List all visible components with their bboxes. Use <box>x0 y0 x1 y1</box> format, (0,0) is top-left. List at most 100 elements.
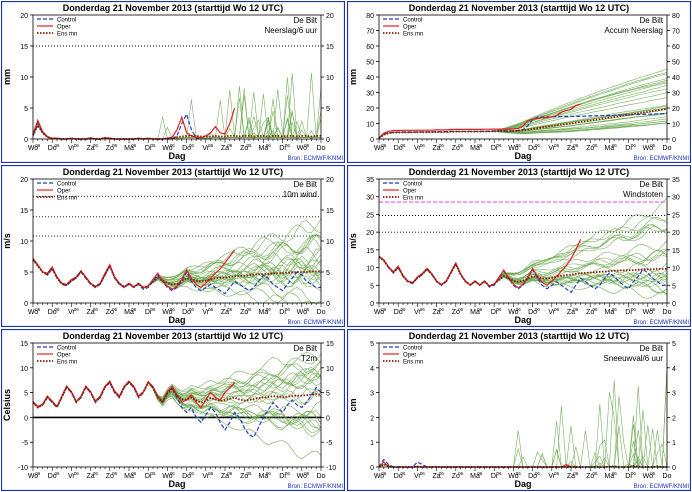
y-tick-label: 15 <box>366 248 374 255</box>
x-day-label: Wo <box>28 309 38 316</box>
x-hour-label: 06 <box>650 471 656 476</box>
x-hour-label: 06 <box>227 307 233 312</box>
y-tick-label: 10 <box>20 75 28 82</box>
station-name: De Bilt <box>293 16 317 25</box>
x-day-label: Ma <box>124 473 134 480</box>
x-day-label: Di <box>145 309 152 316</box>
x-day-label: Do <box>394 309 403 316</box>
y-tick-label: 20 <box>672 106 680 113</box>
y-tick-label: 5 <box>326 106 330 113</box>
x-day-label: Za <box>87 473 95 480</box>
x-hour-label: 06 <box>650 143 656 148</box>
x-day-label: Zo <box>586 309 594 316</box>
x-day-label: Zo <box>106 145 114 152</box>
x-day-label: Do <box>317 473 326 480</box>
x-hour-label: 06 <box>573 471 579 476</box>
oper-series-line <box>378 103 581 139</box>
y-tick-label: 0 <box>326 415 330 422</box>
x-day-label: Zo <box>240 473 248 480</box>
x-day-label: Za <box>567 145 575 152</box>
y-tick-label: -10 <box>18 465 28 472</box>
y-tick-label: 10 <box>20 366 28 373</box>
y-tick-label: 60 <box>672 44 680 51</box>
y-tick-label: 0 <box>370 137 374 144</box>
x-hour-label: 06 <box>592 143 598 148</box>
legend-label: Oper <box>57 189 70 195</box>
x-hour-label: 06 <box>592 471 598 476</box>
chart-svg: Donderdag 21 November 2013 (starttijd Wo… <box>347 329 691 491</box>
source-credit: Bron: ECMWF/KNMI <box>288 156 344 162</box>
y-tick-label: 20 <box>326 177 334 184</box>
y-tick-label: 20 <box>672 230 680 237</box>
legend-label: Ens mn <box>403 196 423 202</box>
y-tick-label: 10 <box>366 122 374 129</box>
ens-mean-series-line <box>32 380 322 409</box>
chart-svg: Donderdag 21 November 2013 (starttijd Wo… <box>1 165 345 327</box>
x-day-label: Vr <box>68 145 75 152</box>
x-hour-label: 06 <box>285 307 291 312</box>
y-tick-label: 70 <box>672 29 680 36</box>
x-day-label: Za <box>433 473 441 480</box>
x-hour-label: 06 <box>112 307 118 312</box>
x-day-label: Ma <box>259 473 269 480</box>
y-tick-label: 3 <box>370 391 374 398</box>
x-hour-label: 06 <box>516 471 522 476</box>
x-hour-label: 06 <box>612 307 618 312</box>
y-tick-label: 5 <box>24 391 28 398</box>
x-day-label: Do <box>182 309 191 316</box>
y-tick-label: 10 <box>366 266 374 273</box>
variable-name: Neerslag/6 uur <box>265 26 318 35</box>
x-day-label: Wo <box>643 473 653 480</box>
chart-title: Donderdag 21 November 2013 (starttijd Wo… <box>409 3 629 13</box>
x-hour-label: 06 <box>246 471 252 476</box>
ensemble-member-line <box>378 448 667 468</box>
chart-svg: Donderdag 21 November 2013 (starttijd Wo… <box>1 1 345 163</box>
ensemble-member-line <box>378 72 668 139</box>
ensemble-member-line <box>32 87 322 140</box>
x-hour-label: 06 <box>266 471 272 476</box>
y-axis-label: m/s <box>2 233 12 249</box>
y-tick-label: 40 <box>672 75 680 82</box>
ensemble-member-line <box>378 371 668 468</box>
y-axis-label: mm <box>2 69 12 85</box>
y-tick-label: 80 <box>366 13 374 20</box>
y-tick-label: 20 <box>366 230 374 237</box>
x-day-label: Wo <box>374 145 384 152</box>
y-tick-label: 70 <box>366 29 374 36</box>
x-hour-label: 06 <box>150 307 156 312</box>
x-hour-label: 06 <box>74 471 80 476</box>
ensemble-member-line <box>32 85 321 140</box>
x-day-label: Ma <box>605 473 615 480</box>
y-tick-label: 5 <box>370 341 374 348</box>
y-tick-label: 0 <box>672 301 676 308</box>
y-tick-label: 0 <box>326 137 330 144</box>
ensemble-member-line <box>378 385 667 468</box>
x-hour-label: 06 <box>285 471 291 476</box>
x-hour-label: 06 <box>304 307 310 312</box>
ensemble-member-line <box>378 430 667 468</box>
y-tick-label: 20 <box>20 177 28 184</box>
x-day-label: Ma <box>470 309 480 316</box>
x-axis-label: Dag <box>514 315 531 325</box>
ensemble-members <box>378 68 668 139</box>
x-hour-label: 06 <box>381 143 387 148</box>
x-hour-label: 06 <box>170 307 176 312</box>
y-tick-label: 0 <box>672 137 676 144</box>
x-day-label: Ma <box>259 145 269 152</box>
x-hour-label: 06 <box>535 471 541 476</box>
y-tick-label: 5 <box>672 283 676 290</box>
x-hour-label: 06 <box>189 307 195 312</box>
y-tick-label: 50 <box>366 60 374 67</box>
x-day-label: Ma <box>470 145 480 152</box>
x-axis-label: Dag <box>168 151 185 161</box>
x-hour-label: 06 <box>420 471 426 476</box>
y-tick-label: 80 <box>672 13 680 20</box>
meteogram-panel-6: Donderdag 21 November 2013 (starttijd Wo… <box>347 329 691 491</box>
x-day-label: Ma <box>470 473 480 480</box>
x-day-label: Wo <box>162 145 172 152</box>
x-day-label: Wo <box>28 145 38 152</box>
ensemble-member-line <box>32 95 321 140</box>
y-tick-label: 30 <box>366 91 374 98</box>
